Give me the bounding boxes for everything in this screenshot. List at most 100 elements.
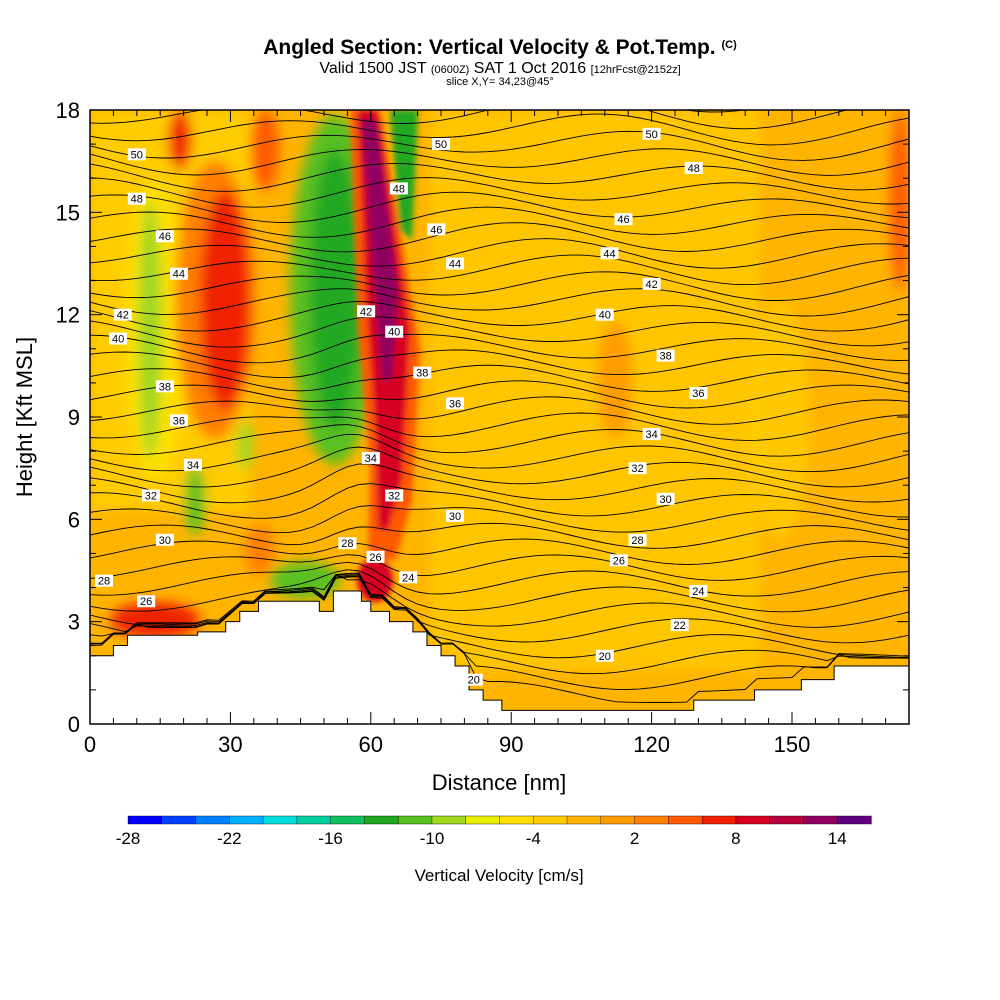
isentrope-line xyxy=(90,538,909,565)
contour-label-bg xyxy=(600,247,619,260)
contour-label: 48 xyxy=(684,161,703,175)
contour-label: 30 xyxy=(155,533,174,547)
chart-subtitle: Valid 1500 JST (0600Z) SAT 1 Oct 2016 [1… xyxy=(0,60,1000,79)
colorbar-swatch xyxy=(533,815,568,825)
contour-label: 48 xyxy=(389,182,408,195)
contour-label: 28 xyxy=(95,574,114,588)
isentrope-line xyxy=(90,222,909,253)
contour-label-bg xyxy=(413,366,432,379)
y-tick-label: 15 xyxy=(56,200,80,225)
contour-label-bg xyxy=(670,619,689,632)
x-tick-label: 60 xyxy=(359,732,383,757)
contour-label: 32 xyxy=(141,489,160,502)
contour-label: 30 xyxy=(446,509,465,523)
y-axis-label: Height [Kft MSL] xyxy=(12,337,37,497)
x-tick-label: 90 xyxy=(499,732,523,757)
contour-label-text: 28 xyxy=(631,535,643,547)
colorbar-swatch xyxy=(803,815,838,825)
contour-label-text: 44 xyxy=(449,259,461,271)
isentrope-line xyxy=(90,446,909,488)
y-tick-label: 18 xyxy=(56,98,80,123)
isentrope-line xyxy=(90,271,909,301)
y-tick-label: 0 xyxy=(68,712,80,737)
contour-label: 40 xyxy=(595,308,614,322)
contour-label-bg xyxy=(155,380,174,393)
isentrope-line xyxy=(90,412,909,441)
valid-utc: (0600Z) xyxy=(430,64,470,76)
terrain-mask xyxy=(89,590,910,725)
contour-label: 26 xyxy=(609,554,628,567)
contour-label-text: 44 xyxy=(173,269,185,281)
colorbar-tick-label: -4 xyxy=(526,829,541,848)
contour-label-text: 38 xyxy=(159,381,171,393)
x-tick-label: 0 xyxy=(84,732,96,757)
colorbar-swatch xyxy=(465,815,501,825)
isentrope-line xyxy=(90,522,909,549)
colorbar-label: Vertical Velocity [cm/s] xyxy=(414,866,583,885)
isentrope-line xyxy=(90,505,909,534)
isentrope-line xyxy=(90,177,909,208)
contour-label-bg xyxy=(183,458,202,471)
temperature-contours xyxy=(90,110,909,703)
x-tick-label: 120 xyxy=(633,732,670,757)
contour-label-bg xyxy=(432,138,450,151)
contour-label-text: 40 xyxy=(388,327,400,339)
contour-label-bg xyxy=(446,257,465,270)
contour-label-bg xyxy=(338,537,357,550)
contour-label: 36 xyxy=(169,414,188,427)
colorbar-swatch xyxy=(499,815,534,825)
contour-label-text: 26 xyxy=(613,555,625,567)
title-text: Angled Section: Vertical Velocity & Pot.… xyxy=(263,36,716,59)
contour-label: 38 xyxy=(656,349,675,363)
valid-date: SAT 1 Oct 2016 xyxy=(473,60,587,77)
contour-label-bg xyxy=(464,673,483,686)
contour-label-text: 30 xyxy=(660,494,672,506)
y-tick-label: 3 xyxy=(68,610,80,635)
contour-label-bg xyxy=(389,182,408,195)
slice-label: slice X,Y= 34,23@45° xyxy=(446,76,554,88)
x-tick-label: 150 xyxy=(774,732,811,757)
colorbar-swatch xyxy=(262,815,298,825)
isentrope-line xyxy=(90,380,909,409)
contour-label: 50 xyxy=(432,138,450,151)
isentrope-line xyxy=(90,113,909,146)
contour-label-text: 44 xyxy=(603,248,615,260)
contour-label-bg xyxy=(169,267,188,280)
isentrope-line xyxy=(90,483,909,519)
colorbar-tick-label: -16 xyxy=(318,829,343,848)
contour-label-text: 26 xyxy=(369,552,381,564)
contour-label-text: 28 xyxy=(98,576,110,588)
colorbar-swatch xyxy=(296,815,332,825)
contour-label-bg xyxy=(642,277,661,290)
contour-label: 20 xyxy=(464,673,483,687)
contour-label: 30 xyxy=(656,492,675,506)
isentrope-line xyxy=(90,349,909,379)
y-tick-label: 12 xyxy=(56,303,80,328)
contour-label: 26 xyxy=(137,595,156,608)
contour-label: 32 xyxy=(385,489,404,502)
contour-label-bg xyxy=(95,574,114,587)
isentrope-line xyxy=(90,561,909,597)
contour-label: 46 xyxy=(427,223,446,236)
colorbar-swatch xyxy=(634,815,669,825)
colorbar-swatch xyxy=(195,815,230,825)
contour-label-text: 20 xyxy=(599,651,611,663)
contour-label-text: 24 xyxy=(402,572,414,584)
contour-label: 40 xyxy=(385,325,404,339)
contour-label-bg xyxy=(595,649,614,662)
colorbar-swatch xyxy=(837,815,872,825)
contour-label-bg xyxy=(385,325,404,338)
contour-label: 24 xyxy=(689,584,708,598)
contour-label: 42 xyxy=(113,308,132,322)
colorbar-tick-label: -28 xyxy=(116,829,141,848)
contour-label: 46 xyxy=(155,230,174,243)
colorbar-swatch xyxy=(566,815,602,825)
contour-label-bg xyxy=(684,161,703,174)
contour-label-text: 34 xyxy=(365,453,377,465)
contour-label: 32 xyxy=(628,462,647,475)
x-axis-label: Distance [nm] xyxy=(432,770,567,795)
contour-label-text: 30 xyxy=(449,511,461,523)
contour-label: 42 xyxy=(642,277,661,291)
isentrope-line xyxy=(90,238,909,269)
